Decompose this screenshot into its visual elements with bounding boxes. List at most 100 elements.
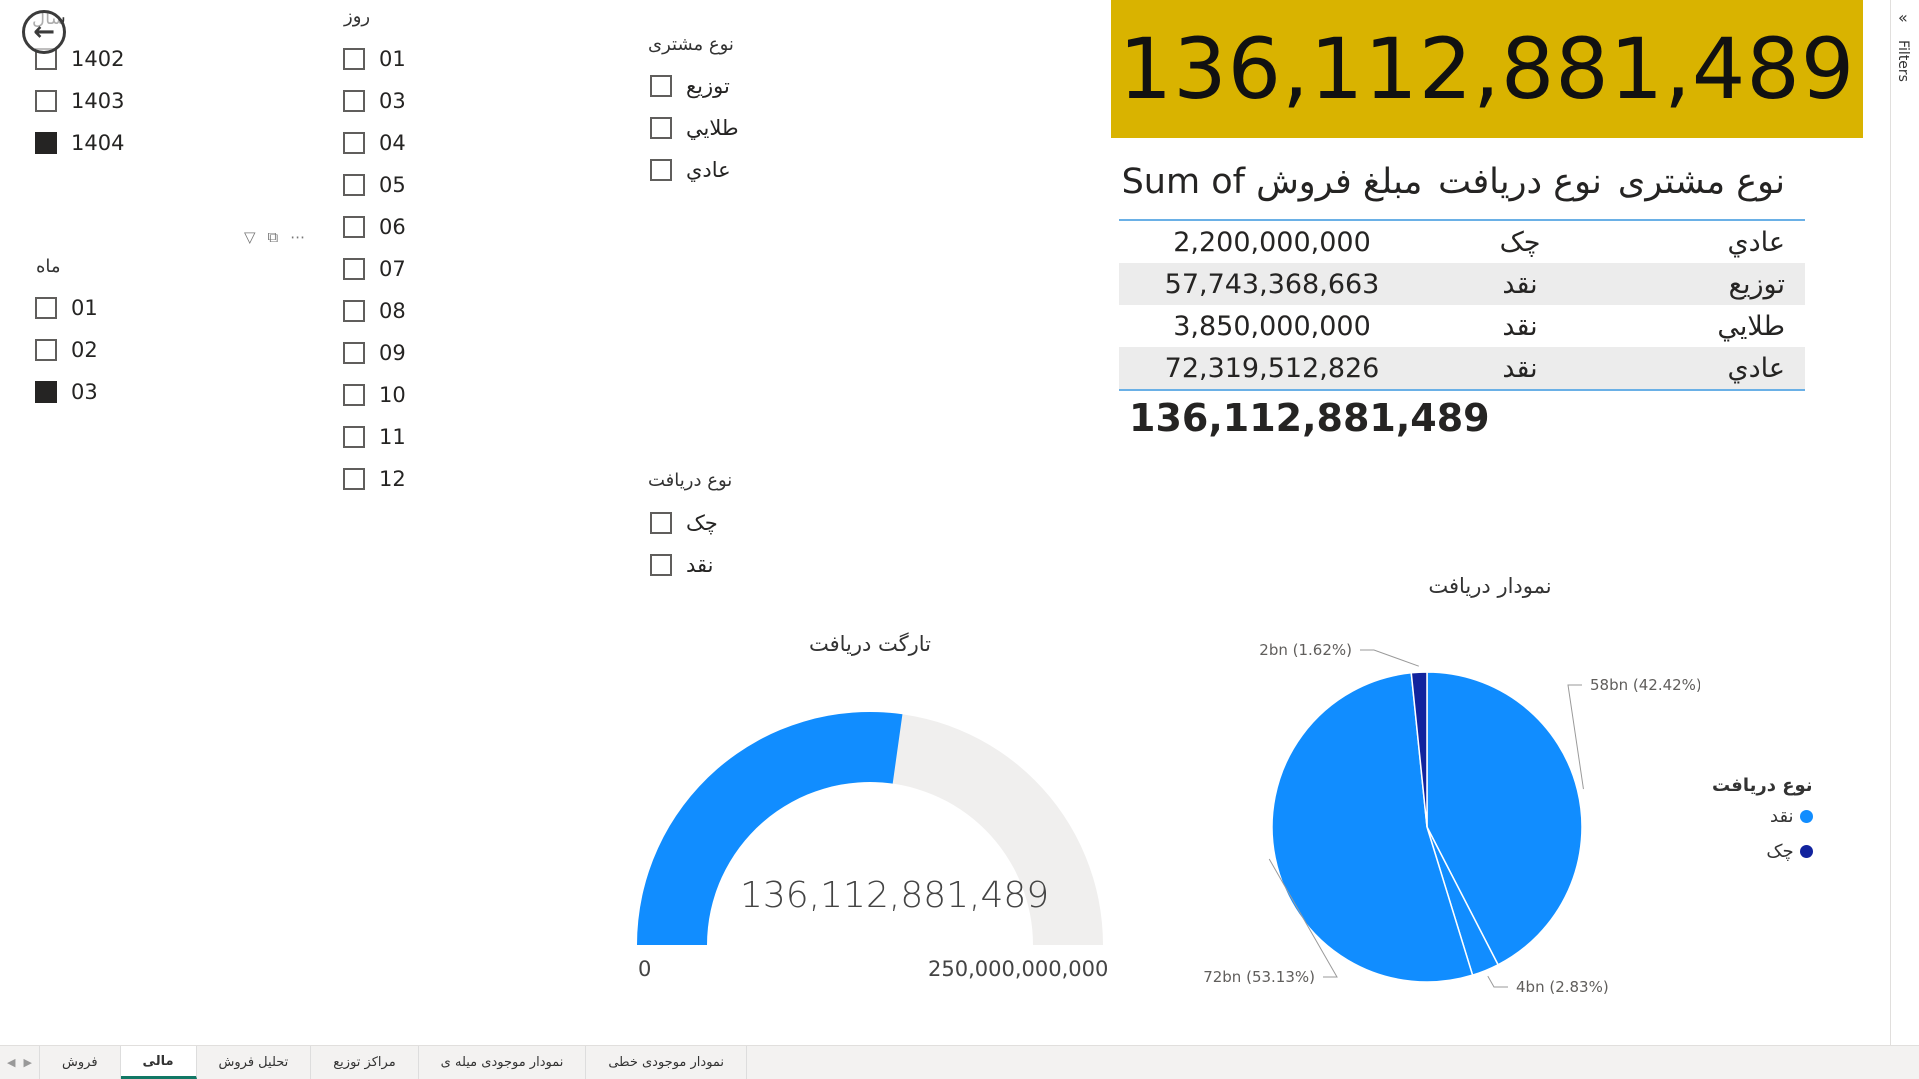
gauge-max: 250,000,000,000 bbox=[928, 957, 1109, 981]
table-row[interactable]: 57,743,368,663 نقد توزیع bbox=[1119, 263, 1805, 305]
table-row[interactable]: 2,200,000,000 چک عادي bbox=[1119, 221, 1805, 263]
year-option-label: 1402 bbox=[71, 47, 125, 71]
checkbox[interactable] bbox=[35, 339, 57, 361]
page-tab[interactable]: مالی bbox=[120, 1046, 197, 1079]
day-option-label: 04 bbox=[379, 131, 406, 155]
year-option[interactable]: 1403 bbox=[35, 86, 124, 116]
back-button[interactable]: ← bbox=[22, 10, 66, 54]
checkbox[interactable] bbox=[343, 132, 365, 154]
kpi-card[interactable]: 136,112,881,489 bbox=[1111, 0, 1863, 138]
month-option[interactable]: 01 bbox=[35, 293, 98, 323]
day-option-label: 03 bbox=[379, 89, 406, 113]
cell-sum: 72,319,512,826 bbox=[1164, 352, 1380, 384]
day-option[interactable]: 01 bbox=[343, 44, 406, 74]
year-option[interactable]: 1404 bbox=[35, 128, 124, 158]
pie-slice[interactable] bbox=[1271, 671, 1474, 983]
table-row[interactable]: 72,319,512,826 نقد عادي bbox=[1119, 347, 1805, 389]
gauge-chart[interactable] bbox=[620, 690, 1120, 990]
gauge-fill[interactable] bbox=[637, 712, 903, 945]
pie-data-label: 4bn (2.83%) bbox=[1516, 978, 1609, 996]
checkbox[interactable] bbox=[343, 300, 365, 322]
cell-sum: 57,743,368,663 bbox=[1164, 268, 1380, 300]
checkbox[interactable] bbox=[343, 174, 365, 196]
gauge-min: 0 bbox=[638, 957, 652, 981]
checkbox[interactable] bbox=[650, 512, 672, 534]
customer-type-option-label: توزیع bbox=[686, 74, 730, 98]
filter-icon[interactable]: ▽ bbox=[244, 228, 256, 246]
pie-leader-line bbox=[1360, 649, 1419, 667]
day-option[interactable]: 10 bbox=[343, 380, 406, 410]
legend-item[interactable]: نقد bbox=[1712, 806, 1813, 827]
checkbox[interactable] bbox=[650, 159, 672, 181]
table-row[interactable]: 3,850,000,000 نقد طلايي bbox=[1119, 305, 1805, 347]
tab-next-icon[interactable]: ▶ bbox=[23, 1056, 32, 1069]
cell-receipt-type: نقد bbox=[1502, 310, 1538, 342]
cell-receipt-type: چک bbox=[1499, 226, 1541, 258]
pie-slice[interactable] bbox=[1410, 671, 1428, 828]
header-customer-type[interactable]: نوع مشتری bbox=[1617, 162, 1785, 202]
checkbox[interactable] bbox=[650, 554, 672, 576]
filters-pane[interactable]: « Filters bbox=[1890, 0, 1919, 1045]
day-option[interactable]: 08 bbox=[343, 296, 406, 326]
checkbox[interactable] bbox=[343, 468, 365, 490]
filters-label[interactable]: Filters bbox=[1895, 40, 1911, 82]
customer-type-option-label: عادي bbox=[686, 158, 731, 182]
checkbox[interactable] bbox=[35, 90, 57, 112]
more-options-icon[interactable]: ⋯ bbox=[290, 228, 306, 246]
day-option[interactable]: 12 bbox=[343, 464, 406, 494]
pie-chart[interactable]: 58bn (42.42%) 4bn (2.83%) 72bn (53.13%) 2bn… bbox=[1180, 630, 1700, 1010]
sales-table[interactable]: Sum of مبلغ فروش نوع دریافت نوع مشتری 2,… bbox=[1119, 145, 1805, 445]
day-slicer-title: روز bbox=[344, 6, 371, 27]
day-option[interactable]: 11 bbox=[343, 422, 406, 452]
checkbox[interactable] bbox=[343, 216, 365, 238]
day-option[interactable]: 05 bbox=[343, 170, 406, 200]
checkbox[interactable] bbox=[343, 384, 365, 406]
visual-header: ▽ ⧉ ⋯ bbox=[244, 228, 305, 246]
page-tab[interactable]: تحلیل فروش bbox=[197, 1046, 312, 1079]
expand-filters-icon[interactable]: « bbox=[1898, 8, 1908, 27]
customer-type-option[interactable]: طلايي bbox=[650, 113, 739, 143]
pie-leader-line bbox=[1487, 975, 1508, 988]
checkbox[interactable] bbox=[35, 297, 57, 319]
checkbox[interactable] bbox=[35, 381, 57, 403]
page-tab[interactable]: نمودار موجودی خطی bbox=[586, 1046, 748, 1079]
focus-mode-icon[interactable]: ⧉ bbox=[267, 228, 279, 246]
month-slicer-title: ماه bbox=[36, 256, 61, 277]
checkbox[interactable] bbox=[650, 117, 672, 139]
month-option-label: 03 bbox=[71, 380, 98, 404]
table-body: 2,200,000,000 چک عادي 57,743,368,663 نقد توزی… bbox=[1119, 221, 1805, 389]
day-option[interactable]: 09 bbox=[343, 338, 406, 368]
page-tab[interactable]: مراکز توزیع bbox=[311, 1046, 419, 1079]
header-sum[interactable]: Sum of مبلغ فروش bbox=[1121, 162, 1423, 202]
legend-title: نوع دریافت bbox=[1712, 775, 1813, 796]
customer-type-option[interactable]: توزیع bbox=[650, 71, 730, 101]
checkbox[interactable] bbox=[35, 132, 57, 154]
table-total: 136,112,881,489 bbox=[1129, 396, 1490, 440]
tab-prev-icon[interactable]: ◀ bbox=[7, 1056, 16, 1069]
checkbox[interactable] bbox=[343, 258, 365, 280]
month-option[interactable]: 03 bbox=[35, 377, 98, 407]
day-option[interactable]: 04 bbox=[343, 128, 406, 158]
day-option[interactable]: 03 bbox=[343, 86, 406, 116]
day-option[interactable]: 06 bbox=[343, 212, 406, 242]
receipt-type-option[interactable]: چک bbox=[650, 508, 718, 538]
checkbox[interactable] bbox=[343, 90, 365, 112]
receipt-type-slicer-title: نوع دریافت bbox=[648, 470, 733, 491]
page-tab[interactable]: نمودار موجودی میله ی bbox=[419, 1046, 587, 1079]
checkbox[interactable] bbox=[343, 426, 365, 448]
customer-type-option[interactable]: عادي bbox=[650, 155, 731, 185]
pie-slice[interactable] bbox=[1426, 671, 1583, 966]
header-receipt-type[interactable]: نوع دریافت bbox=[1438, 162, 1602, 202]
legend-item[interactable]: چک bbox=[1712, 841, 1813, 862]
month-option[interactable]: 02 bbox=[35, 335, 98, 365]
page-tab[interactable]: فروش bbox=[40, 1046, 121, 1079]
receipt-type-option[interactable]: نقد bbox=[650, 550, 714, 580]
day-option-label: 05 bbox=[379, 173, 406, 197]
checkbox[interactable] bbox=[343, 342, 365, 364]
checkbox[interactable] bbox=[650, 75, 672, 97]
page-tabs: ◀ ▶ فروش مالی تحلیل فروش مراکز توزیع نمودار … bbox=[0, 1045, 1919, 1079]
checkbox[interactable] bbox=[343, 48, 365, 70]
customer-type-option-label: طلايي bbox=[686, 116, 739, 140]
day-option[interactable]: 07 bbox=[343, 254, 406, 284]
